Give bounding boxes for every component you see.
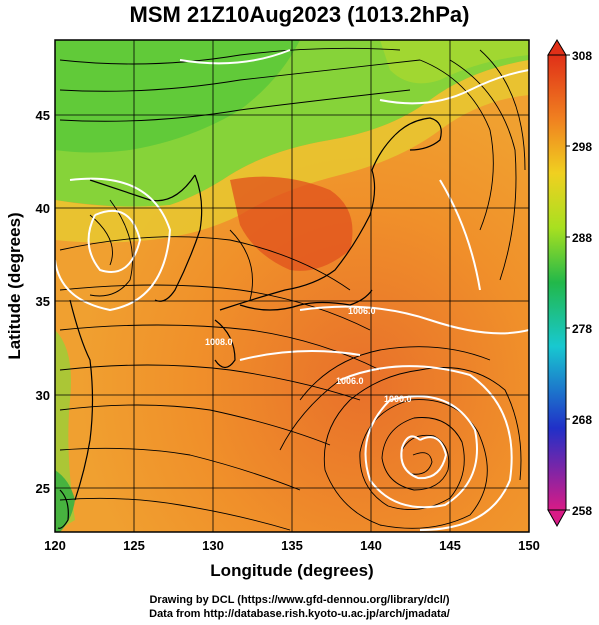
y-axis-label: Latitude (degrees): [5, 212, 24, 359]
colorbar-scale: [547, 54, 567, 511]
colorbar-tick-label: 258: [572, 504, 592, 518]
x-tick-label: 140: [360, 538, 382, 553]
x-tick-label: 130: [202, 538, 224, 553]
y-tick-label: 40: [36, 201, 50, 216]
x-axis-label: Longitude (degrees): [210, 561, 373, 580]
colorbar-tick-label: 268: [572, 413, 592, 427]
contour-label: 1008.0: [205, 337, 233, 347]
lat-lon-grid: [55, 40, 529, 532]
x-tick-label: 150: [518, 538, 540, 553]
colorbar-tick-label: 288: [572, 231, 592, 245]
credit-drawing: Drawing by DCL (https://www.gfd-dennou.o…: [149, 594, 450, 606]
contour-label: 1006.0: [348, 306, 376, 316]
colorbar-tick-label: 278: [572, 322, 592, 336]
plot-frame: [54, 39, 530, 533]
contour-label: 1006.0: [336, 376, 364, 386]
credit-data-source: Data from http://database.rish.kyoto-u.a…: [149, 608, 450, 620]
coastlines: [57, 117, 442, 529]
contour-label: 1000.0: [384, 394, 412, 404]
colorbar-bottom-arrow: [547, 509, 567, 528]
colorbar-top-arrow: [547, 39, 567, 56]
x-tick-label: 125: [123, 538, 145, 553]
isobars: [55, 49, 529, 531]
colorbar-tick-label: 308: [572, 49, 592, 63]
y-tick-labels: 25 30 35 40 45: [36, 108, 50, 496]
chart-title: MSM 21Z10Aug2023 (1013.2hPa): [129, 2, 470, 27]
y-tick-label: 30: [36, 388, 50, 403]
x-tick-label: 145: [439, 538, 461, 553]
y-tick-label: 25: [36, 481, 50, 496]
colorbar: 308 298 288 278 268 258: [547, 39, 592, 528]
y-tick-label: 45: [36, 108, 50, 123]
y-tick-label: 35: [36, 294, 50, 309]
wind-streamlines: [59, 47, 526, 531]
x-tick-label: 120: [44, 538, 66, 553]
contour-labels: 1006.0 1000.0 1006.0 1008.0: [205, 306, 412, 404]
x-tick-labels: 120 125 130 135 140 145 150: [44, 538, 540, 553]
x-tick-label: 135: [281, 538, 303, 553]
colorbar-tick-label: 298: [572, 140, 592, 154]
